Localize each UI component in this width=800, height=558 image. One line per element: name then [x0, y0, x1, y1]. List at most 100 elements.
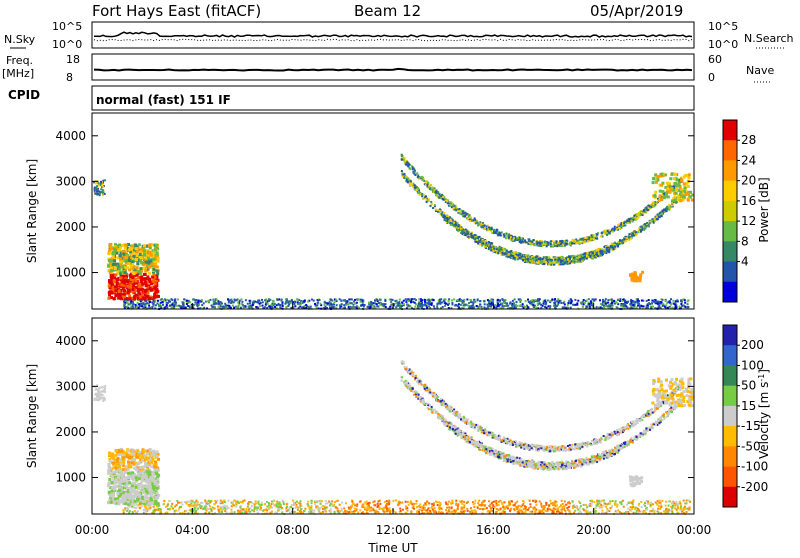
range-gate-cell — [110, 269, 113, 272]
range-gate-cell — [674, 173, 677, 176]
freq-tick-top: 18 — [66, 53, 80, 66]
range-gate-cell — [665, 501, 667, 503]
range-gate-cell — [504, 253, 506, 255]
range-gate-cell — [414, 170, 416, 172]
nsky-tick-bottom: 10^0 — [52, 38, 82, 51]
range-gate-cell — [588, 303, 590, 305]
range-gate-cell — [335, 299, 337, 301]
range-gate-cell — [630, 218, 632, 220]
range-gate-cell — [617, 245, 619, 247]
range-gate-cell — [325, 306, 327, 308]
colorbar-tick-label: 20 — [741, 174, 756, 188]
range-gate-cell — [350, 298, 352, 300]
range-gate-cell — [444, 216, 446, 218]
range-gate-cell — [629, 233, 631, 235]
range-gate-cell — [377, 306, 379, 308]
range-gate-cell — [479, 243, 481, 245]
range-gate-cell — [564, 245, 566, 247]
range-gate-cell — [294, 303, 296, 305]
range-gate-cell — [115, 293, 118, 296]
range-gate-cell — [124, 246, 127, 249]
range-gate-cell — [529, 242, 531, 244]
range-gate-cell — [349, 302, 351, 304]
range-gate-cell — [636, 233, 638, 235]
range-gate-cell — [670, 206, 672, 208]
range-gate-cell — [487, 299, 489, 301]
nsky-label: N.Sky — [4, 33, 36, 46]
range-gate-cell — [590, 238, 592, 240]
range-gate-cell — [622, 300, 624, 302]
range-gate-cell — [546, 307, 548, 309]
range-gate-cell — [135, 279, 138, 282]
range-gate-cell — [453, 298, 455, 300]
range-gate-cell — [588, 298, 590, 300]
range-gate-cell — [243, 305, 245, 307]
range-gate-cell — [503, 305, 505, 307]
range-gate-cell — [589, 255, 591, 257]
range-gate-cell — [524, 241, 526, 243]
range-gate-cell — [261, 299, 263, 301]
range-gate-cell — [676, 178, 679, 181]
range-gate-cell — [493, 232, 495, 234]
range-gate-cell — [513, 303, 515, 305]
range-gate-cell — [661, 213, 663, 215]
range-gate-cell — [381, 303, 383, 305]
range-gate-cell — [124, 260, 127, 263]
range-gate-cell — [519, 241, 521, 243]
range-gate-cell — [212, 299, 214, 301]
range-gate-cell — [654, 218, 656, 220]
range-gate-cell — [674, 304, 676, 306]
range-gate-cell — [223, 305, 225, 307]
range-gate-cell — [297, 299, 299, 301]
range-gate-cell — [428, 502, 430, 504]
range-gate-cell — [479, 221, 481, 223]
colorbar-tick-label: 12 — [741, 214, 756, 228]
range-gate-cell — [522, 303, 524, 305]
range-gate-cell — [149, 251, 152, 254]
range-gate-cell — [517, 305, 519, 307]
range-gate-cell — [591, 234, 593, 236]
range-gate-cell — [519, 238, 521, 240]
range-gate-cell — [428, 200, 430, 202]
range-gate-cell — [409, 298, 411, 300]
range-gate-cell — [203, 302, 205, 304]
colorbar-segment — [723, 262, 737, 283]
range-gate-cell — [182, 303, 184, 305]
range-gate-cell — [220, 304, 222, 306]
range-gate-cell — [659, 190, 662, 193]
range-gate-cell — [314, 503, 316, 505]
range-gate-cell — [633, 215, 635, 217]
range-gate-cell — [458, 303, 460, 305]
range-gate-cell — [520, 304, 522, 306]
range-gate-cell — [499, 252, 501, 254]
range-gate-cell — [156, 270, 159, 273]
range-gate-cell — [148, 278, 151, 281]
colorbar-segment — [723, 160, 737, 181]
range-gate-cell — [672, 307, 674, 309]
range-gate-cell — [112, 251, 115, 254]
range-gate-cell — [163, 299, 165, 301]
range-gate-cell — [398, 303, 400, 305]
range-gate-cell — [114, 273, 117, 276]
range-gate-cell — [274, 303, 276, 305]
range-gate-cell — [644, 227, 646, 229]
range-gate-cell — [262, 301, 264, 303]
range-gate-cell — [459, 208, 461, 210]
nsky-tick-top: 10^5 — [52, 20, 82, 33]
range-gate-cell — [325, 500, 327, 502]
range-gate-cell — [658, 305, 660, 307]
range-gate-cell — [178, 305, 180, 307]
range-gate-cell — [638, 302, 640, 304]
range-gate-cell — [152, 279, 155, 282]
range-gate-cell — [572, 259, 574, 261]
range-gate-cell — [401, 302, 403, 304]
range-gate-cell — [457, 222, 459, 224]
range-gate-cell — [374, 306, 376, 308]
range-gate-cell — [458, 212, 460, 214]
range-gate-cell — [617, 224, 619, 226]
range-gate-cell — [654, 191, 657, 194]
range-gate-cell — [126, 306, 128, 308]
range-gate-cell — [540, 258, 542, 260]
range-gate-cell — [467, 218, 469, 220]
range-gate-cell — [131, 244, 134, 247]
